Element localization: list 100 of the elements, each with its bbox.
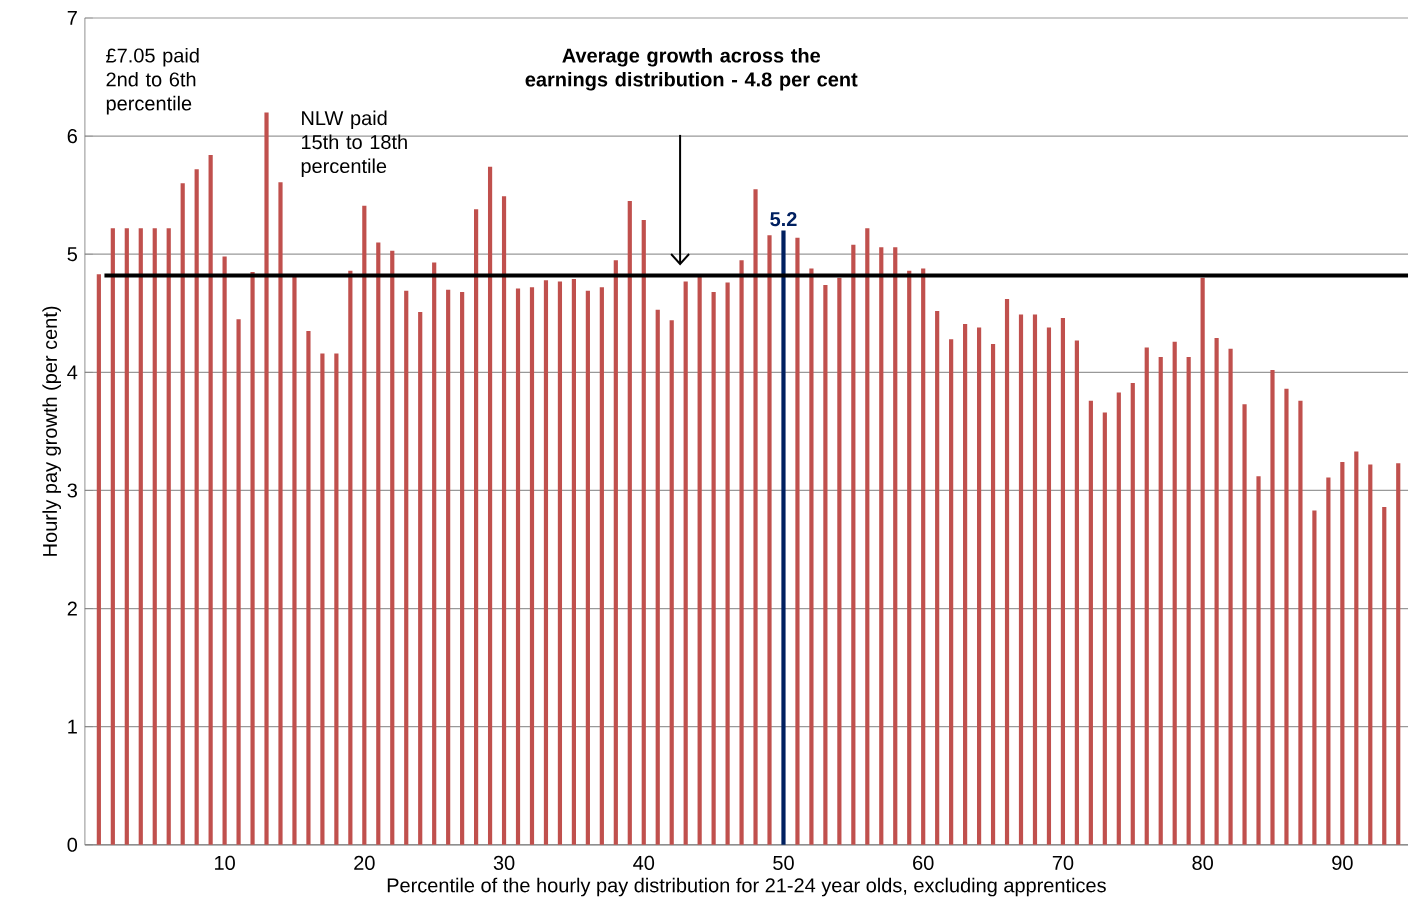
- bar: [1242, 404, 1247, 845]
- bar: [725, 282, 730, 845]
- bar: [823, 285, 828, 845]
- bar: [1284, 389, 1289, 845]
- y-tick-label: 2: [67, 601, 77, 616]
- data-label: 5.2: [770, 212, 797, 227]
- bar: [893, 247, 898, 845]
- bar: [795, 237, 800, 845]
- bar: [1368, 464, 1373, 845]
- bar: [613, 260, 618, 845]
- bar: [194, 169, 199, 845]
- x-axis-title: Percentile of the hourly pay distribution for 21-24 year olds, excluding apprentices: [387, 877, 1106, 897]
- bar: [418, 312, 423, 845]
- bar: [990, 344, 996, 845]
- bar: [1032, 314, 1038, 845]
- bar: [110, 228, 115, 845]
- bar: [1130, 383, 1135, 845]
- x-tick-label: 10: [215, 856, 235, 871]
- bar: [348, 270, 353, 845]
- bar: [124, 228, 129, 845]
- bar: [697, 274, 702, 845]
- bar: [138, 228, 143, 845]
- bar: [1116, 392, 1121, 845]
- bar: [865, 228, 870, 845]
- bar: [683, 281, 688, 845]
- bar: [1102, 412, 1107, 845]
- bar: [250, 272, 255, 845]
- bar: [837, 277, 842, 845]
- bar: [1018, 314, 1024, 845]
- x-tick-label: 60: [913, 856, 934, 871]
- bar: [949, 339, 954, 845]
- bar: [571, 279, 576, 845]
- bar: [362, 205, 367, 845]
- bar: [292, 274, 297, 845]
- bar: [446, 289, 451, 845]
- bar: [1144, 347, 1149, 845]
- bar: [1200, 277, 1205, 845]
- x-tick-label: 50: [773, 856, 794, 871]
- x-tick-label: 30: [493, 856, 515, 871]
- bar: [739, 260, 744, 845]
- bar: [320, 353, 325, 845]
- bar: [753, 189, 758, 845]
- bar: [264, 112, 269, 845]
- bar: [166, 228, 171, 845]
- bar: [963, 324, 968, 845]
- bar: [236, 319, 241, 845]
- bar: [404, 290, 409, 845]
- bar: [879, 247, 884, 845]
- y-tick-label: 6: [67, 129, 77, 144]
- bar: [334, 353, 339, 845]
- bar: [669, 320, 674, 845]
- bar: [585, 290, 590, 845]
- x-tick-label: 40: [633, 856, 655, 871]
- bar: [711, 292, 716, 845]
- y-tick-label: 5: [67, 247, 77, 262]
- annotation: £7.05 paid 2nd to 6th percentile: [106, 48, 199, 115]
- x-tick-label: 80: [1192, 856, 1213, 871]
- annotation: NLW paid 15th to 18th percentile: [301, 110, 407, 178]
- y-axis-title: Hourly pay growth (per cent): [42, 306, 61, 556]
- y-tick-label: 4: [67, 365, 78, 380]
- bar: [152, 228, 157, 845]
- bar: [1382, 507, 1387, 845]
- bar: [390, 250, 395, 845]
- bar: [1312, 510, 1317, 845]
- bar: [1228, 348, 1233, 845]
- bar: [627, 201, 632, 845]
- bar: [1354, 451, 1359, 845]
- bar: [278, 182, 283, 845]
- bar: [557, 281, 563, 845]
- bar: [907, 270, 912, 845]
- bar: [474, 209, 479, 845]
- x-tick-label: 90: [1332, 856, 1353, 871]
- bar: [1396, 463, 1401, 845]
- bar: [809, 268, 814, 845]
- bar: [976, 327, 982, 845]
- bar: [851, 244, 856, 845]
- bar: [1088, 400, 1093, 845]
- bar: [96, 274, 101, 845]
- bar: [529, 287, 535, 845]
- bar: [1172, 341, 1177, 845]
- bar: [1004, 299, 1010, 845]
- bar: [599, 287, 604, 845]
- bar: [460, 292, 465, 845]
- bar: [306, 331, 311, 845]
- ref-line-label: Average growth across the earnings distribution - 4.8 per cent: [525, 48, 858, 91]
- x-tick-label: 20: [354, 856, 375, 871]
- y-tick-label: 7: [67, 11, 77, 25]
- y-tick-label: 1: [68, 719, 77, 734]
- bar: [515, 288, 521, 845]
- bar: [501, 196, 507, 845]
- bar: [1214, 338, 1219, 845]
- bar: [1060, 318, 1066, 845]
- bar: [180, 183, 185, 845]
- bar: [487, 166, 493, 845]
- bar: [222, 256, 227, 845]
- bar: [655, 309, 660, 845]
- bar: [208, 155, 213, 845]
- bar: [1186, 357, 1191, 845]
- x-tick-label: 70: [1052, 856, 1074, 871]
- bar: [1298, 400, 1303, 845]
